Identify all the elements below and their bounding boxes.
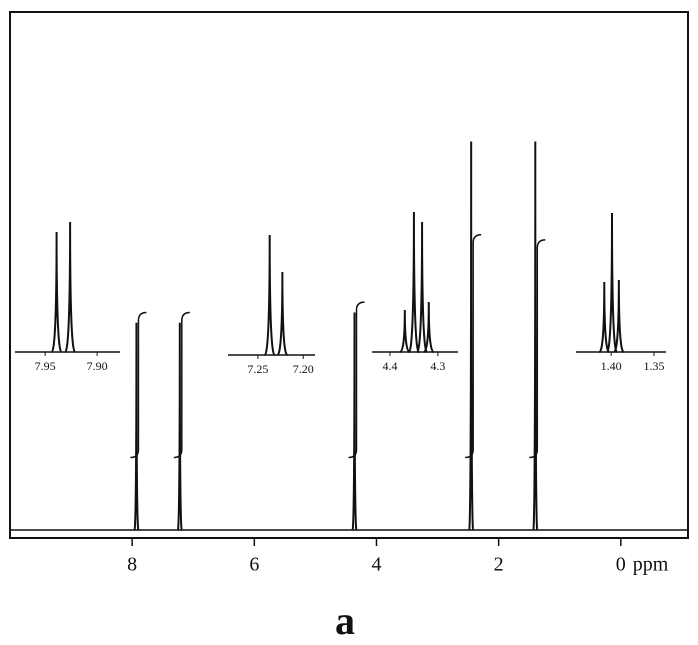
peak	[133, 322, 140, 531]
inset-tick-label: 4.4	[382, 359, 397, 373]
x-tick-label: 4	[371, 554, 381, 576]
x-tick-label: 8	[127, 554, 137, 576]
inset-tick-label: 1.40	[601, 359, 622, 373]
x-tick-label: 0	[616, 554, 626, 576]
caption: a	[335, 598, 355, 643]
inset-tick-label: 4.3	[430, 359, 445, 373]
inset-peak	[612, 279, 625, 353]
x-tick-label: 6	[249, 554, 259, 576]
inset-tick-label: 7.20	[293, 362, 314, 376]
inset-peak	[423, 301, 435, 353]
integral	[173, 311, 190, 459]
x-tick-label: 2	[494, 554, 504, 576]
x-axis-label: ppm	[633, 554, 669, 576]
inset-tick-label: 1.35	[644, 359, 665, 373]
inset-peak	[598, 281, 611, 353]
integral	[529, 239, 546, 459]
inset-peak	[407, 211, 420, 353]
peak	[468, 141, 475, 531]
inset-peak	[64, 221, 77, 353]
inset-peak	[399, 309, 411, 353]
inset-peak	[276, 271, 289, 356]
peak	[532, 141, 539, 531]
frame	[9, 11, 689, 539]
integral	[130, 311, 147, 459]
integral	[348, 301, 365, 459]
inset-tick-label: 7.95	[35, 359, 56, 373]
peak	[176, 322, 183, 531]
inset-peak	[50, 231, 63, 353]
inset-peak	[416, 221, 429, 353]
integral	[465, 233, 482, 459]
inset-peak	[263, 234, 276, 356]
inset-tick-label: 7.90	[87, 359, 108, 373]
inset-peak	[606, 212, 618, 353]
peak	[351, 312, 358, 531]
inset-tick-label: 7.25	[247, 362, 268, 376]
